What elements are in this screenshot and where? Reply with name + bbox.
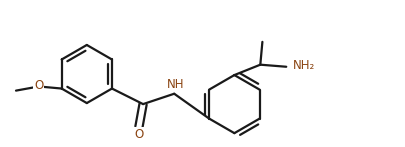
Text: O: O bbox=[134, 128, 143, 141]
Text: NH: NH bbox=[166, 78, 183, 91]
Text: NH₂: NH₂ bbox=[292, 59, 314, 72]
Text: O: O bbox=[34, 79, 43, 92]
